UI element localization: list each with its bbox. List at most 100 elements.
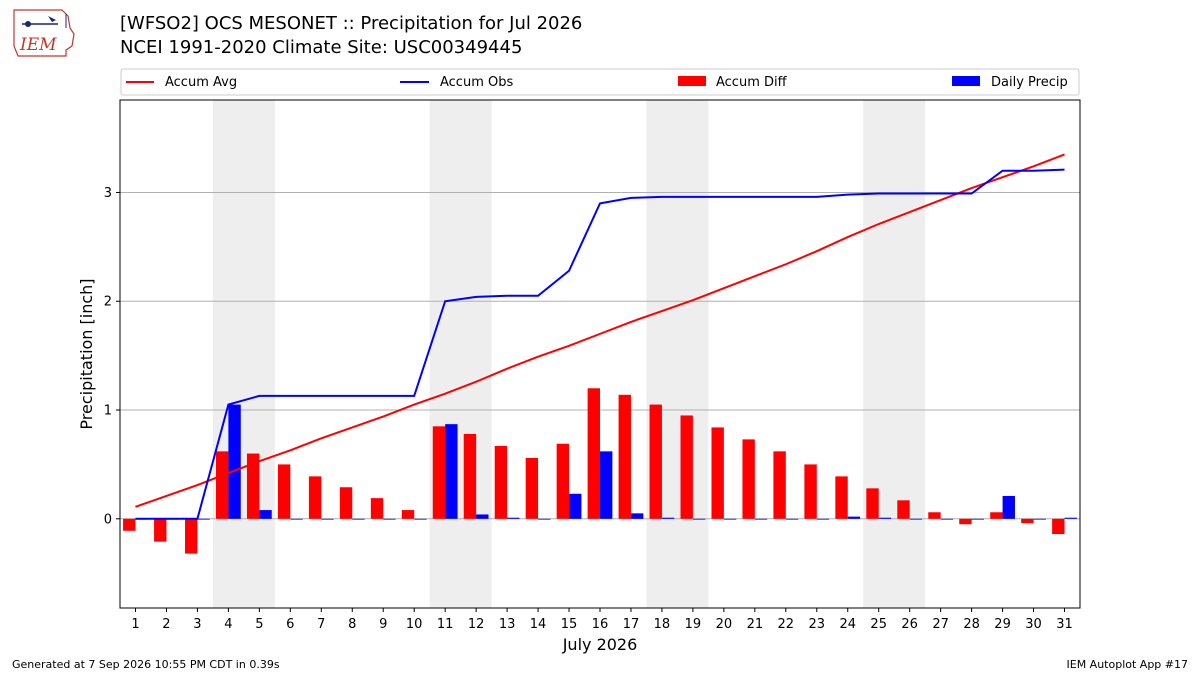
y-tick-label-2: 2 — [104, 295, 112, 310]
daily-precip-bar-16 — [600, 451, 613, 519]
accum-diff-bar-8 — [339, 487, 353, 519]
daily-precip-bar-7 — [321, 518, 334, 520]
legend-daily-precip-label: Daily Precip — [991, 75, 1068, 90]
accum-diff-bar-5 — [246, 453, 260, 519]
x-tick-label-17: 17 — [623, 617, 640, 632]
daily-precip-bar-5 — [259, 510, 272, 519]
accum-diff-bar-10 — [401, 510, 415, 519]
x-tick-label-9: 9 — [379, 617, 387, 632]
accum-diff-bar-26 — [897, 500, 910, 519]
y-tick-label-0: 0 — [104, 512, 112, 527]
y-tick-label-3: 3 — [104, 186, 112, 201]
weekend-shade-2 — [429, 100, 492, 608]
accum-diff-bar-1 — [123, 518, 136, 531]
daily-precip-bar-26 — [909, 518, 923, 520]
daily-precip-bar-8 — [352, 518, 365, 520]
daily-precip-bar-19 — [692, 518, 706, 520]
x-tick-label-18: 18 — [654, 617, 671, 632]
x-tick-label-29: 29 — [994, 617, 1011, 632]
accum-diff-bar-16 — [587, 388, 600, 519]
x-tick-label-20: 20 — [716, 617, 733, 632]
accum-diff-bar-31 — [1052, 518, 1065, 535]
daily-precip-bar-24 — [847, 516, 861, 519]
accum-diff-bar-18 — [649, 404, 662, 519]
accum-diff-bar-14 — [525, 457, 539, 519]
weekend-shade-4 — [863, 100, 926, 608]
iem-logo: IEM — [13, 9, 75, 57]
y-axis-label: Precipitation [inch] — [77, 278, 96, 429]
x-axis-label: July 2026 — [562, 635, 638, 654]
accum-diff-bar-29 — [990, 512, 1003, 519]
legend-frame — [120, 68, 1080, 96]
daily-precip-bar-21 — [754, 518, 768, 520]
accum-diff-bar-20 — [711, 427, 724, 519]
x-tick-label-8: 8 — [348, 617, 356, 632]
x-tick-label-26: 26 — [901, 617, 918, 632]
x-tick-label-15: 15 — [561, 617, 578, 632]
accum-diff-bar-21 — [742, 439, 755, 519]
footer-generated: Generated at 7 Sep 2026 10:55 PM CDT in … — [12, 658, 280, 671]
legend: Accum Avg Accum Obs Accum Diff Daily Pre… — [120, 68, 1080, 96]
daily-precip-bar-28 — [971, 518, 984, 520]
daily-precip-bar-27 — [940, 518, 954, 520]
x-tick-label-2: 2 — [162, 617, 170, 632]
x-tick-label-4: 4 — [224, 617, 232, 632]
accum-diff-bar-6 — [277, 464, 291, 519]
daily-precip-bar-18 — [661, 517, 675, 519]
daily-precip-bar-22 — [785, 518, 799, 520]
accum-diff-bar-12 — [463, 433, 477, 519]
accum-diff-bar-3 — [185, 518, 198, 554]
accum-diff-bar-28 — [959, 518, 972, 525]
chart-subtitle: NCEI 1991-2020 Climate Site: USC00349445 — [120, 37, 523, 58]
accum-diff-bar-15 — [556, 443, 570, 519]
accum-obs-line — [135, 168, 1065, 520]
daily-precip-bar-6 — [290, 518, 303, 520]
x-tick-label-19: 19 — [685, 617, 702, 632]
accum-diff-bar-24 — [835, 476, 848, 519]
accum-diff-bar-22 — [773, 451, 786, 519]
x-tick-label-24: 24 — [839, 617, 856, 632]
accum-diff-bar-17 — [618, 394, 631, 519]
accum-diff-bar-30 — [1021, 518, 1034, 524]
accum-diff-bar-25 — [866, 488, 879, 519]
y-axis-ticks: 0 1 2 3 — [104, 186, 120, 527]
daily-precip-bar-14 — [538, 518, 551, 520]
footer-app: IEM Autoplot App #17 — [1066, 658, 1189, 671]
x-tick-label-23: 23 — [809, 617, 826, 632]
legend-accum-diff-label: Accum Diff — [716, 75, 788, 90]
accum-diff-bar-27 — [928, 512, 941, 519]
x-tick-label-28: 28 — [963, 617, 980, 632]
accum-diff-bar-23 — [804, 464, 817, 519]
daily-precip-bar-11 — [445, 424, 458, 519]
legend-daily-precip-swatch — [952, 76, 980, 86]
x-tick-label-5: 5 — [255, 617, 263, 632]
daily-precip-bar-25 — [878, 517, 892, 519]
x-tick-label-31: 31 — [1056, 617, 1073, 632]
daily-precip-bar-9 — [383, 518, 396, 520]
daily-precip-bar-12 — [476, 514, 489, 519]
weekend-shade-3 — [646, 100, 709, 608]
x-tick-label-3: 3 — [193, 617, 201, 632]
accum-diff-bar-7 — [308, 476, 322, 519]
accum-diff-bar-4 — [216, 451, 229, 519]
y-tick-label-1: 1 — [104, 404, 112, 419]
x-tick-label-14: 14 — [530, 617, 547, 632]
daily-precip-bar-20 — [723, 518, 737, 520]
daily-precip-bar-15 — [569, 493, 582, 519]
accum-diff-bar-11 — [432, 426, 446, 519]
x-axis-ticks: 1 2 3 4 5 6 7 8 9 10 11 12 13 14 15 16 17 18 19 20 21 22 23 24 2… — [131, 608, 1073, 632]
daily-precip-bar-29 — [1002, 495, 1015, 519]
daily-precip-bar-30 — [1033, 518, 1046, 520]
accum-diff-bar-19 — [680, 415, 693, 519]
logo-text: IEM — [19, 35, 57, 55]
x-tick-label-25: 25 — [870, 617, 887, 632]
x-tick-label-11: 11 — [437, 617, 454, 632]
x-tick-label-12: 12 — [468, 617, 485, 632]
x-tick-label-6: 6 — [286, 617, 294, 632]
x-tick-label-16: 16 — [592, 617, 609, 632]
legend-accum-obs-label: Accum Obs — [440, 75, 513, 90]
chart-title: [WFSO2] OCS MESONET :: Precipitation for… — [120, 13, 583, 34]
legend-accum-diff-swatch — [678, 76, 706, 86]
daily-precip-bar-23 — [816, 518, 830, 520]
